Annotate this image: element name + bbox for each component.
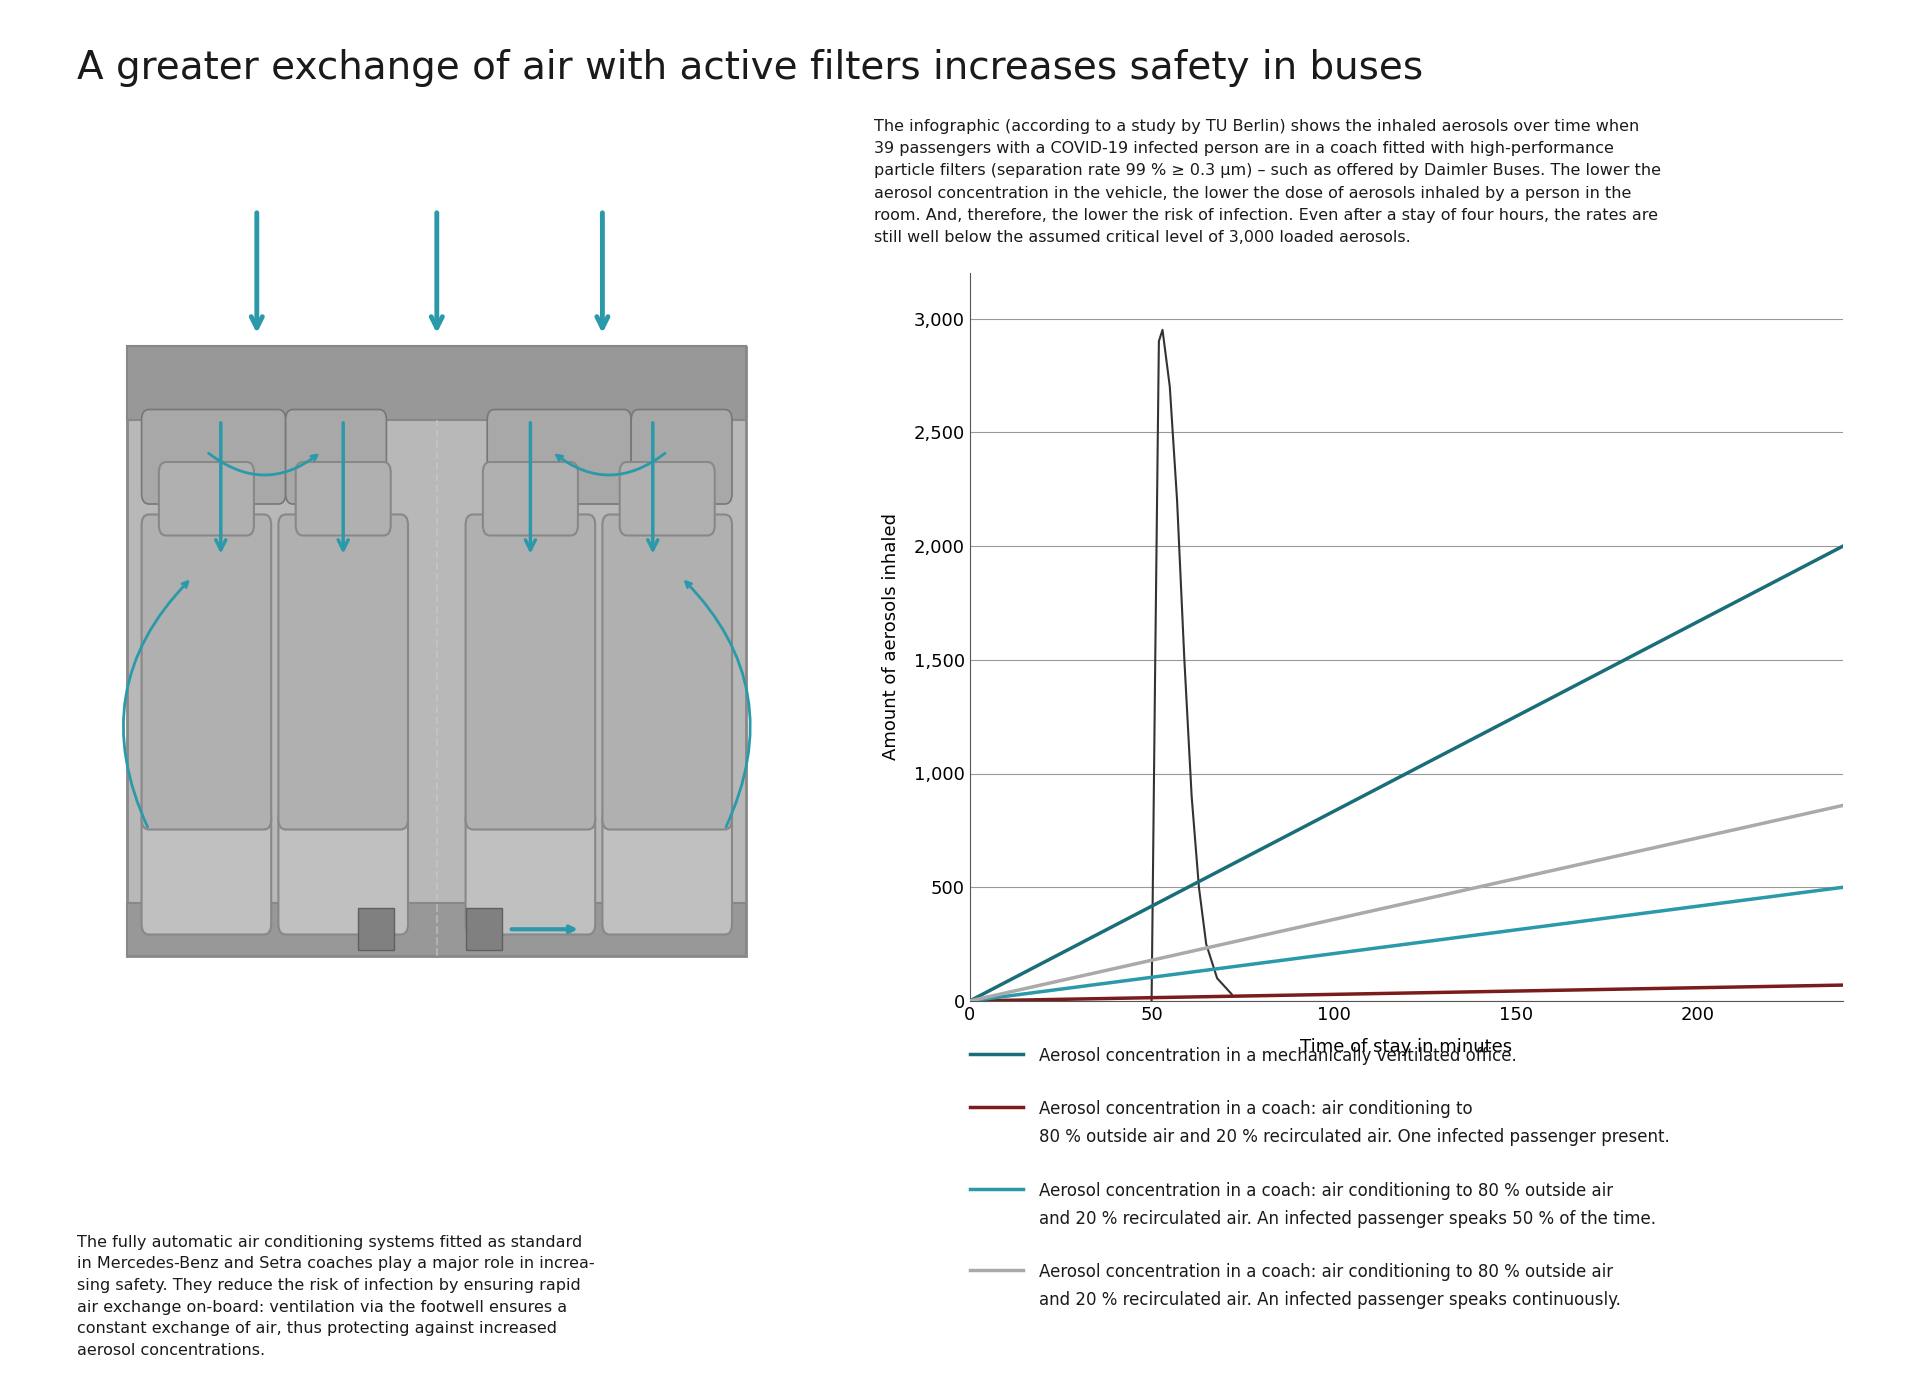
FancyBboxPatch shape	[467, 909, 501, 951]
X-axis label: Time of stay in minutes: Time of stay in minutes	[1300, 1037, 1513, 1056]
FancyBboxPatch shape	[488, 410, 632, 504]
Text: The fully automatic air conditioning systems fitted as standard
in Mercedes-Benz: The fully automatic air conditioning sys…	[77, 1235, 595, 1358]
FancyBboxPatch shape	[142, 515, 271, 829]
FancyBboxPatch shape	[278, 515, 407, 829]
FancyBboxPatch shape	[127, 347, 747, 420]
FancyBboxPatch shape	[632, 410, 732, 504]
FancyBboxPatch shape	[603, 809, 732, 935]
Text: and 20 % recirculated air. An infected passenger speaks continuously.: and 20 % recirculated air. An infected p…	[1039, 1291, 1620, 1309]
Text: Aerosol concentration in a coach: air conditioning to 80 % outside air: Aerosol concentration in a coach: air co…	[1039, 1263, 1613, 1281]
FancyBboxPatch shape	[142, 809, 271, 935]
FancyBboxPatch shape	[467, 515, 595, 829]
FancyBboxPatch shape	[357, 909, 394, 951]
Y-axis label: Amount of aerosols inhaled: Amount of aerosols inhaled	[881, 514, 900, 760]
Text: Aerosol concentration in a mechanically ventilated office.: Aerosol concentration in a mechanically …	[1039, 1047, 1517, 1065]
FancyBboxPatch shape	[296, 462, 392, 535]
Text: Aerosol concentration in a coach: air conditioning to: Aerosol concentration in a coach: air co…	[1039, 1100, 1473, 1119]
Text: A greater exchange of air with active filters increases safety in buses: A greater exchange of air with active fi…	[77, 49, 1423, 87]
FancyBboxPatch shape	[278, 809, 407, 935]
Text: 80 % outside air and 20 % recirculated air. One infected passenger present.: 80 % outside air and 20 % recirculated a…	[1039, 1128, 1670, 1147]
FancyBboxPatch shape	[603, 515, 732, 829]
FancyBboxPatch shape	[620, 462, 714, 535]
FancyBboxPatch shape	[467, 809, 595, 935]
FancyBboxPatch shape	[159, 462, 253, 535]
Text: and 20 % recirculated air. An infected passenger speaks 50 % of the time.: and 20 % recirculated air. An infected p…	[1039, 1210, 1655, 1228]
FancyBboxPatch shape	[127, 347, 747, 955]
FancyBboxPatch shape	[142, 410, 286, 504]
Text: The infographic (according to a study by TU Berlin) shows the inhaled aerosols o: The infographic (according to a study by…	[874, 119, 1661, 245]
FancyBboxPatch shape	[127, 903, 747, 955]
Text: Aerosol concentration in a coach: air conditioning to 80 % outside air: Aerosol concentration in a coach: air co…	[1039, 1182, 1613, 1200]
FancyBboxPatch shape	[286, 410, 386, 504]
FancyBboxPatch shape	[484, 462, 578, 535]
